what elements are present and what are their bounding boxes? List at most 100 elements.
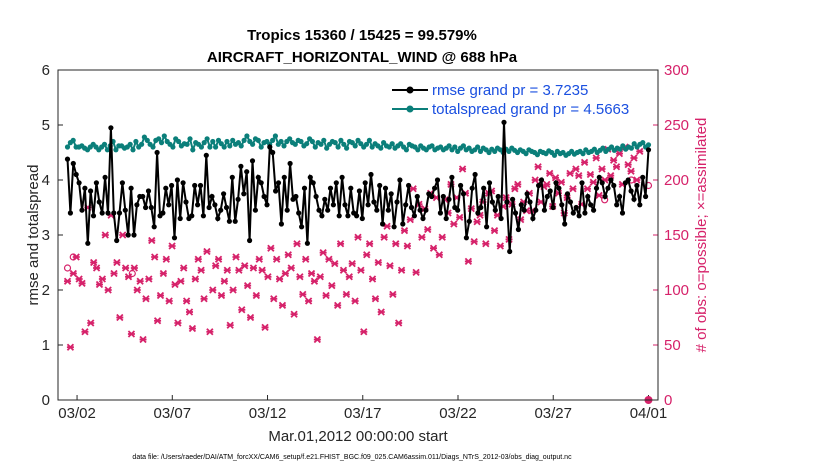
obs-assimilated-point [78,279,86,288]
rmse-point [212,202,218,208]
obs-assimilated-point [171,280,179,289]
obs-assimilated-point [232,253,240,261]
rmse-point [417,207,423,213]
obs-assimilated-point [609,156,618,164]
rmse-point [507,248,513,255]
obs-assimilated-point [151,253,159,261]
rmse-point [374,207,380,213]
obs-assimilated-point [345,273,353,281]
obs-assimilated-point [273,255,281,263]
rmse-point [293,193,299,200]
rmse-point [576,213,582,219]
totalspread-point [127,141,133,147]
totalspread-point [415,147,421,153]
totalspread-point [221,144,227,150]
rmse-point [93,180,99,186]
legend-spread-label: totalspread grand pr = 4.5663 [432,101,629,118]
y-axis-label-right: # of obs: o=possible; ×=assimilated [693,118,710,353]
obs-assimilated-point [365,240,374,248]
x-tick-label: 03/27 [534,405,572,422]
rmse-point [385,207,391,213]
totalspread-point [335,144,341,150]
obs-assimilated-point [395,319,403,327]
chart-title: Tropics 15360 / 15425 = 99.579% [247,27,477,44]
totalspread-point [238,143,244,149]
totalspread-point [250,141,256,147]
rmse-point [512,210,519,216]
obs-assimilated-point [252,291,260,300]
rmse-point [481,185,487,191]
obs-assimilated-point [368,275,377,283]
obs-assimilated-point [627,167,635,175]
rmse-point [339,174,345,180]
obs-assimilated-point [185,308,194,316]
obs-assimilated-point [412,268,420,277]
totalspread-point [176,138,182,145]
rmse-point [327,185,334,191]
obs-assimilated-point [101,231,109,239]
rmse-point [183,199,189,205]
rmse-point [342,202,348,208]
rmse-point [605,185,611,191]
rmse-point [478,204,484,211]
rmse-point [218,207,224,213]
obs-assimilated-point [325,255,333,263]
totalspread-point [227,143,233,149]
obs-assimilated-point [371,295,380,303]
obs-assimilated-point [238,306,246,314]
rmse-point [432,185,438,191]
obs-assimilated-point [572,165,580,173]
rmse-point [134,202,140,208]
y-axis-right: 0 50 100 150 200 250 300 [653,62,689,409]
obs-assimilated-point [153,317,162,325]
rmse-point [400,221,406,227]
totalspread-point [287,136,293,142]
obs-assimilated-point [267,244,275,252]
obs-assimilated-point [255,255,263,263]
rmse-point [64,156,71,162]
totalspread-point [403,147,409,153]
obs-assimilated-point [284,251,292,259]
obs-assimilated-point [229,286,237,294]
rmse-point [281,174,287,180]
obs-assimilated-point [400,226,409,235]
rmse-point [316,207,322,213]
totalspread-point [190,147,196,153]
obs-assimilated-point [90,258,98,267]
obs-assimilated-point [136,277,144,285]
rmse-point [463,235,469,241]
obs-series [63,143,653,404]
obs-assimilated-point [212,262,220,270]
obs-assimilated-point [63,277,72,285]
rmse-series [64,119,652,255]
obs-assimilated-point [334,301,342,310]
obs-assimilated-point [630,154,638,162]
obs-assimilated-point [98,275,107,283]
rmse-point [495,193,501,200]
obs-assimilated-point [435,251,443,259]
obs-assimilated-point [87,319,95,327]
obs-assimilated-point [331,259,339,268]
legend-rmse-label: rmse grand pr = 3.7235 [432,82,588,99]
x-tick-label: 03/07 [154,405,192,422]
rmse-point [556,185,562,191]
totalspread-point [150,144,156,150]
totalspread-point [378,145,384,151]
rmse-point [203,152,209,158]
rmse-point [469,185,475,191]
obs-assimilated-point [403,242,412,250]
totalspread-point [341,141,347,147]
rmse-point [573,204,579,211]
rmse-point [541,207,548,213]
obs-assimilated-point [348,259,356,268]
rmse-point [125,232,131,238]
rmse-point [484,224,490,230]
rmse-point [102,174,108,180]
totalspread-point [113,147,119,153]
totalspread-point [213,144,219,150]
x-axis: 03/02 03/07 03/12 03/17 03/22 03/27 04/01 [58,395,667,422]
obs-assimilated-point [142,295,150,303]
rmse-point [408,204,415,211]
rmse-point [544,193,550,200]
obs-assimilated-point [139,335,147,344]
